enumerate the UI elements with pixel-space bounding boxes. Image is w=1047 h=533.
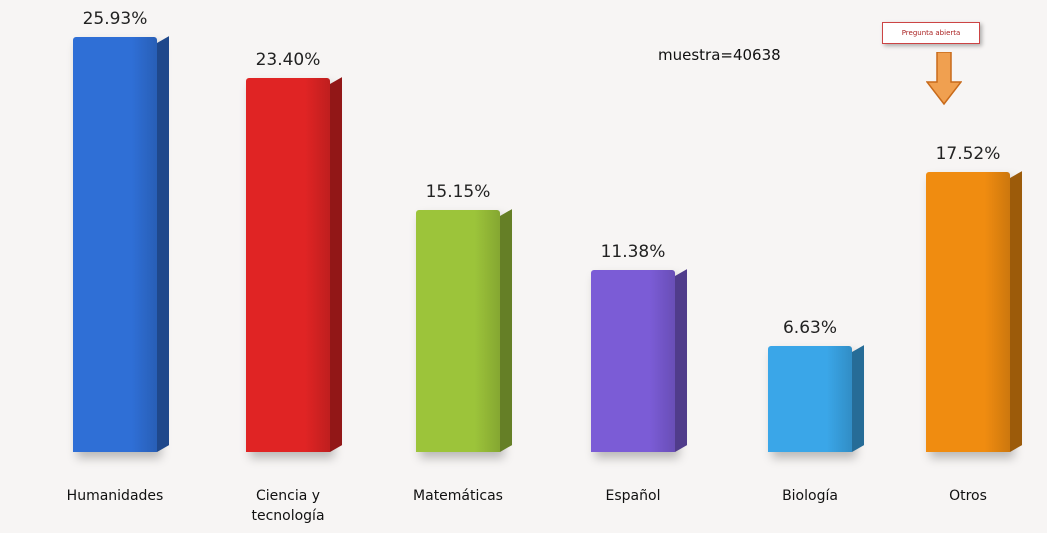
bar xyxy=(73,36,169,452)
value-label: 15.15% xyxy=(425,181,491,202)
annotation-box: Pregunta abierta xyxy=(882,22,980,44)
x-tick-label: Humanidades xyxy=(66,488,164,504)
bar-side xyxy=(675,268,687,452)
bar xyxy=(768,344,864,452)
bar xyxy=(591,268,687,452)
bar xyxy=(416,208,512,452)
x-tick-label: Matemáticas xyxy=(413,488,503,504)
value-label: 11.38% xyxy=(600,241,666,262)
value-label: 23.40% xyxy=(255,49,321,70)
x-tick-label: Ciencia y tecnología xyxy=(251,488,325,524)
bar-side xyxy=(852,344,864,452)
x-tick-label: Biología xyxy=(782,488,838,504)
bar-side xyxy=(157,36,169,452)
arrow xyxy=(926,52,962,106)
bar-side xyxy=(500,208,512,452)
x-tick-label: Otros xyxy=(949,488,987,504)
value-label: 6.63% xyxy=(782,317,837,338)
bar-side xyxy=(1010,170,1022,452)
bar xyxy=(926,170,1022,452)
bar xyxy=(246,76,342,452)
bar-side xyxy=(330,76,342,452)
value-label: 25.93% xyxy=(82,9,148,30)
annotation: muestra=40638 xyxy=(658,46,781,64)
x-tick-label: Español xyxy=(605,488,661,504)
value-label: 17.52% xyxy=(935,143,1001,164)
